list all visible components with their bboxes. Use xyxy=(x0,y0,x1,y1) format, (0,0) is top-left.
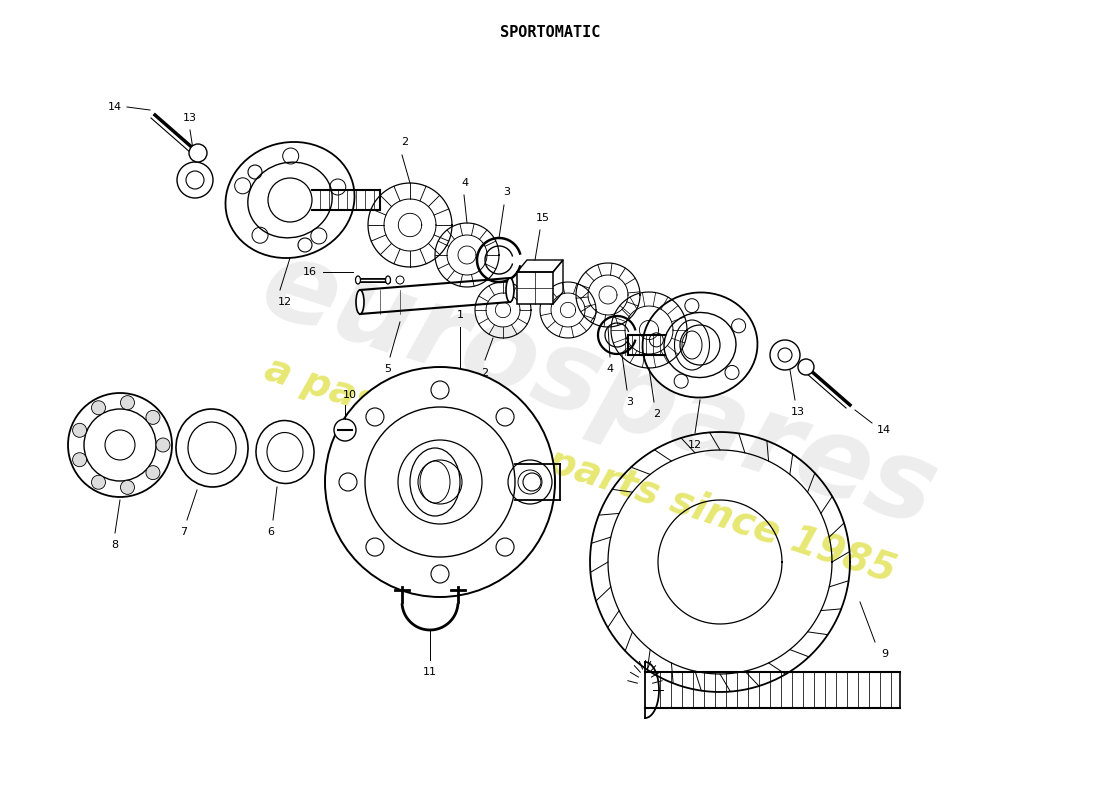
Ellipse shape xyxy=(385,276,390,284)
FancyBboxPatch shape xyxy=(517,272,553,304)
Text: 4: 4 xyxy=(606,364,614,374)
Text: 14: 14 xyxy=(877,425,891,435)
Circle shape xyxy=(73,453,87,466)
Text: 3: 3 xyxy=(504,187,510,197)
Circle shape xyxy=(121,396,134,410)
Circle shape xyxy=(146,466,160,480)
Ellipse shape xyxy=(506,278,514,302)
Text: 2: 2 xyxy=(653,409,661,419)
Circle shape xyxy=(91,475,106,490)
Circle shape xyxy=(73,423,87,438)
Text: 10: 10 xyxy=(343,390,358,400)
Text: 7: 7 xyxy=(180,527,188,537)
Text: a passion for parts since 1985: a passion for parts since 1985 xyxy=(260,350,900,590)
Text: 3: 3 xyxy=(627,397,634,407)
Text: 8: 8 xyxy=(111,540,119,550)
Text: 2: 2 xyxy=(482,368,488,378)
Text: 14: 14 xyxy=(108,102,122,112)
Text: 11: 11 xyxy=(424,667,437,677)
Ellipse shape xyxy=(356,290,364,314)
Circle shape xyxy=(334,419,356,441)
Circle shape xyxy=(146,410,160,424)
Text: SPORTOMATIC: SPORTOMATIC xyxy=(499,25,601,40)
Text: 12: 12 xyxy=(278,297,293,307)
Text: 6: 6 xyxy=(267,527,275,537)
Text: 13: 13 xyxy=(791,407,805,417)
Text: 2: 2 xyxy=(402,137,408,147)
Circle shape xyxy=(798,359,814,375)
Circle shape xyxy=(189,144,207,162)
Text: 16: 16 xyxy=(302,267,317,277)
Ellipse shape xyxy=(226,142,354,258)
Circle shape xyxy=(121,480,134,494)
Circle shape xyxy=(156,438,170,452)
Text: 15: 15 xyxy=(536,213,550,223)
Circle shape xyxy=(324,367,556,597)
Text: 13: 13 xyxy=(183,113,197,123)
Text: 5: 5 xyxy=(385,364,392,374)
Text: 4: 4 xyxy=(461,178,469,188)
Text: 1: 1 xyxy=(456,310,463,320)
Ellipse shape xyxy=(176,409,248,487)
Ellipse shape xyxy=(355,276,361,284)
Text: eurospares: eurospares xyxy=(250,230,950,550)
Ellipse shape xyxy=(642,293,758,398)
Text: 9: 9 xyxy=(881,649,889,659)
Text: 12: 12 xyxy=(688,440,702,450)
Circle shape xyxy=(91,401,106,414)
Ellipse shape xyxy=(256,421,314,483)
Circle shape xyxy=(68,393,172,497)
